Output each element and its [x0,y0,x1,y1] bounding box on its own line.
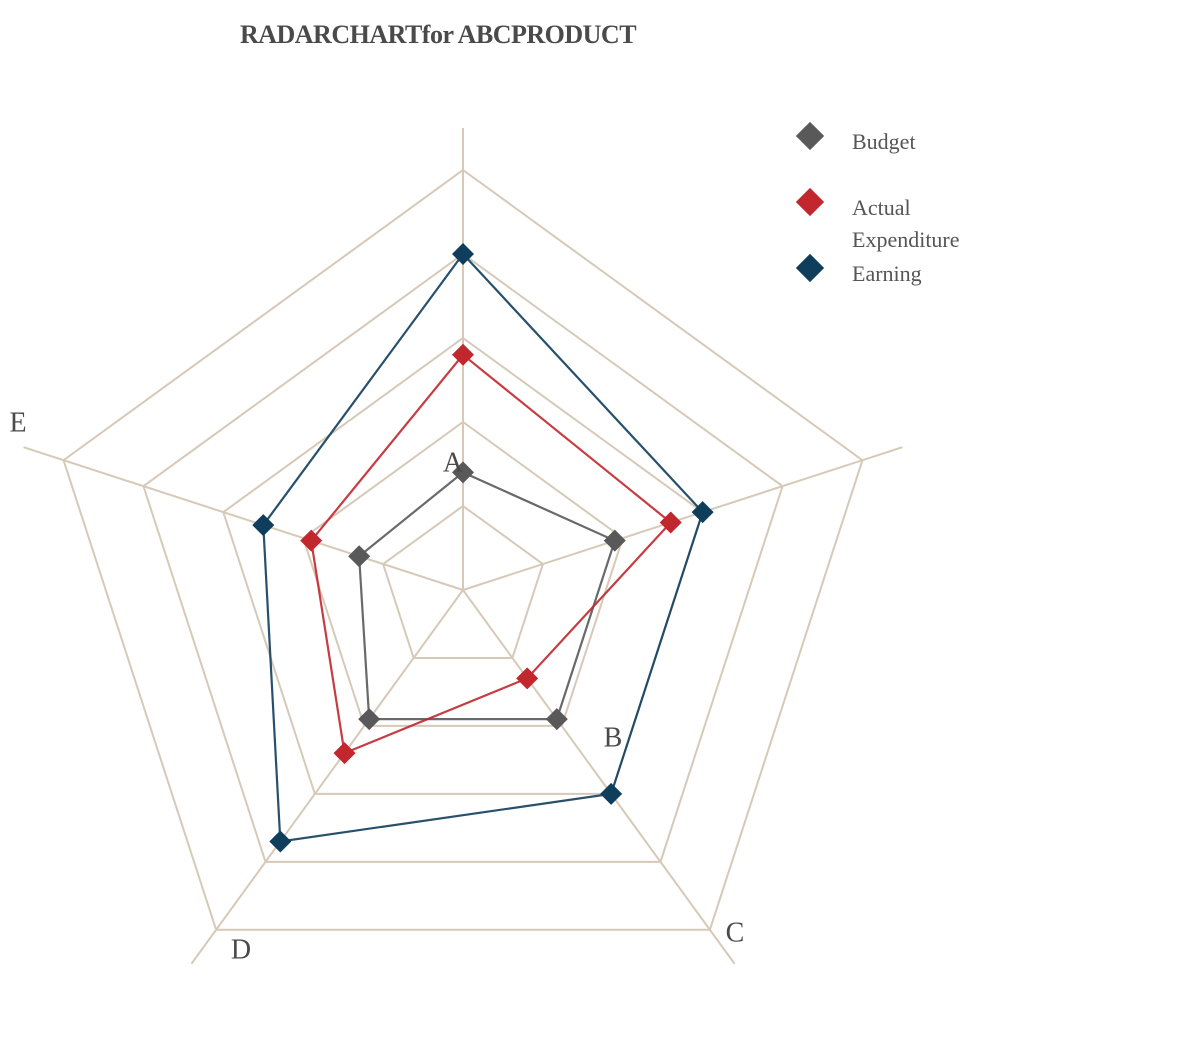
series-point-0-c [545,708,568,731]
axis-label-b: B [604,722,623,753]
chart-title: RADARCHARTfor ABCPRODUCT [239,20,637,49]
series-point-1-d [333,742,356,765]
series-line-0 [358,471,617,721]
radar-grid [62,168,864,931]
axis-spoke-d [190,589,464,965]
axis-label-a: A [443,447,464,478]
series-point-2-e [252,514,275,537]
axis-label-e: E [9,407,26,438]
series-point-1-a [452,343,474,366]
radar-series [252,243,714,853]
series-point-1-e [300,529,323,552]
series-point-1-c [516,667,539,690]
axis-label-c: C [726,917,745,948]
axis-spoke-c [462,589,736,965]
axis-label-d: D [231,934,251,965]
series-point-0-a [452,461,474,484]
grid-ring [142,252,784,863]
series-point-2-b [691,501,714,524]
legend-label: Budget [852,129,916,154]
series-point-2-d [269,830,292,853]
grid-ring [222,336,704,795]
series-point-2-a [452,243,474,265]
series-point-1-b [659,511,682,534]
grid-ring [62,168,864,931]
axis-spoke-b [462,446,903,591]
axis-labels: A B C D E [9,407,744,965]
series-line-2 [262,252,704,843]
axis-spoke-e [23,446,464,591]
series-line-1 [310,353,673,755]
series-point-0-d [358,708,381,731]
grid-ring [381,504,545,659]
series-point-0-e [348,545,371,568]
legend-label: Actual Expenditure [852,195,960,252]
legend-label: Earning [852,261,922,286]
series-point-2-c [600,782,623,805]
series-point-0-b [603,529,626,552]
